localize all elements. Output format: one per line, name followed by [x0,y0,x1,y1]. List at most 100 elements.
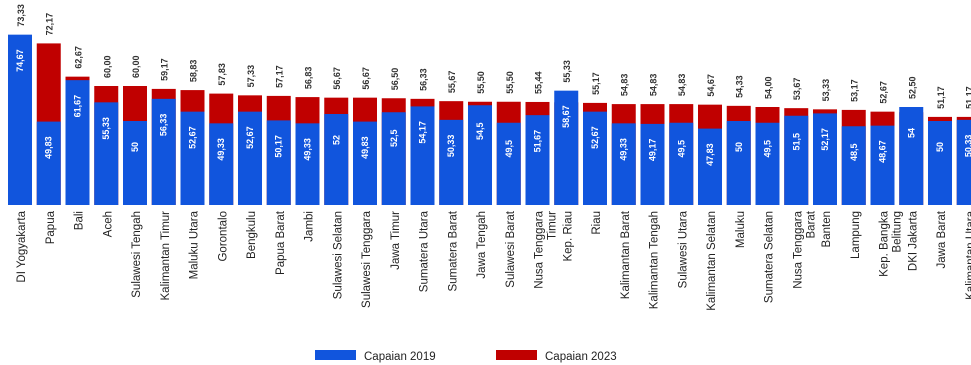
data-label-2023: 54,00 [764,76,774,99]
data-label-2023: 52,67 [879,81,889,104]
category-label-line: Lampung [850,211,862,259]
data-label-2019: 49,33 [303,138,313,161]
bar-2019 [324,114,349,205]
category-label-line: Sumatera Selatan [764,211,776,303]
data-label-2023: 72,17 [45,13,55,36]
bar-2019 [36,121,61,205]
category-label-line: Papua Barat [275,210,287,275]
legend-swatch-2019 [315,350,356,360]
category-label-line: Maluku [735,211,747,248]
data-label-2023: 54,33 [735,75,745,98]
category-label: Kalimantan Selatan [706,211,718,311]
legend: Capaian 2019 Capaian 2023 [315,350,617,363]
category-label: DKI Jakarta [907,210,919,271]
category-label-line: Kalimantan Utara [965,210,971,299]
data-label-2023: 59,17 [160,58,170,81]
category-label-line: Gorontalo [217,211,229,262]
data-label-2023: 60,00 [131,55,141,78]
data-label-2019: 50,17 [274,135,284,158]
bar-2019 [841,126,866,205]
category-label-line: Bengkulu [246,211,258,259]
category-label-line: Sulawesi Barat [505,210,517,288]
bar-2019 [123,121,147,205]
data-label-2019: 58,67 [561,105,571,128]
category-label-line: Banten [821,211,833,247]
category-label: Bengkulu [246,211,258,259]
legend-swatch-2023 [496,350,537,360]
bar-2019 [266,120,291,205]
category-label-line: Jawa Barat [936,210,948,268]
category-label-line: Nusa Tenggara [534,210,546,288]
data-label-2019: 50 [734,142,744,152]
category-label: Jambi [304,211,316,242]
category-label: Nusa TenggaraTimur [534,210,559,288]
bar-2019 [439,119,464,205]
category-label: Maluku [735,211,747,248]
category-label: Sulawesi Tenggara [361,210,373,308]
bar-2019 [870,125,895,205]
data-label-2023: 58,83 [189,60,199,83]
category-label-line: Nusa Tenggara [792,210,804,288]
category-label: DI Yogyakarta [16,210,28,282]
category-label: Sumatera Selatan [764,211,776,303]
category-label-line: Belitung [892,211,904,253]
data-label-2019: 52,17 [820,128,830,151]
category-label: Sulawesi Barat [505,210,517,288]
data-label-2019: 50 [935,142,945,152]
data-label-2019: 52,67 [188,126,198,149]
category-label: Gorontalo [217,211,229,262]
data-label-2023: 56,83 [304,67,314,90]
bar-2019 [698,128,722,205]
data-label-2023: 56,67 [361,67,371,90]
data-label-2023: 55,50 [476,71,486,94]
data-label-2023: 56,33 [419,68,429,91]
bar-2019 [468,105,492,205]
data-label-2019: 54,5 [475,122,485,140]
category-label-line: Maluku Utara [189,210,201,279]
data-label-2019: 52,67 [590,126,600,149]
data-label-2023: 54,83 [677,74,687,97]
category-label-line: Kep. Bangka [879,210,891,276]
category-label-line: DKI Jakarta [907,210,919,271]
category-label: Kalimantan Utara [965,210,971,299]
data-label-2019: 49,17 [648,139,658,162]
data-label-2023: 55,44 [534,71,544,94]
bar-2019 [525,115,550,205]
bar-2019 [956,119,971,205]
data-label-2023: 53,67 [792,78,802,101]
legend-label-2023: Capaian 2023 [545,351,617,363]
category-label-line: Sulawesi Selatan [332,211,344,299]
data-label-2019: 49,5 [763,140,773,158]
legend-label-2019: Capaian 2019 [364,351,436,363]
data-label-2019: 49,83 [44,136,54,159]
category-label-line: Aceh [102,211,114,237]
category-label-line: Sulawesi Utara [677,210,689,288]
data-label-2019: 55,33 [101,117,111,140]
category-labels-layer: DI Yogyakarta Papua Bali Aceh Sulawesi Tenga… [16,210,971,311]
category-label: Sulawesi Selatan [332,211,344,299]
category-label-line: Bali [74,211,86,230]
data-label-2019: 49,33 [216,138,226,161]
bars-layer [8,34,971,205]
bar-2019 [180,111,205,205]
data-label-2023: 51,17 [965,86,971,109]
data-label-2019: 47,83 [705,143,715,166]
category-label-line: Riau [591,211,603,235]
category-label: Kalimantan Barat [620,210,632,299]
bar-2019 [784,115,809,205]
category-label-line: Sulawesi Tengah [131,211,143,298]
data-label-2019: 51,5 [791,133,801,151]
bar-2019 [295,123,320,205]
bar-2019 [583,111,607,205]
data-label-2019: 52 [331,135,341,145]
category-label: Jawa Barat [936,210,948,268]
data-label-2023: 52,50 [907,76,917,99]
category-label: Kep. Riau [562,211,574,262]
bar-2019 [381,112,406,205]
category-label-line: Timur [547,211,559,240]
data-labels-layer: 73,33 74,67 72,17 49,83 62,67 61,67 60,00 55,33… [15,4,971,166]
category-label-line: Kalimantan Tengah [649,211,661,309]
bar-2019 [353,121,377,205]
data-label-2023: 55,67 [447,71,457,94]
